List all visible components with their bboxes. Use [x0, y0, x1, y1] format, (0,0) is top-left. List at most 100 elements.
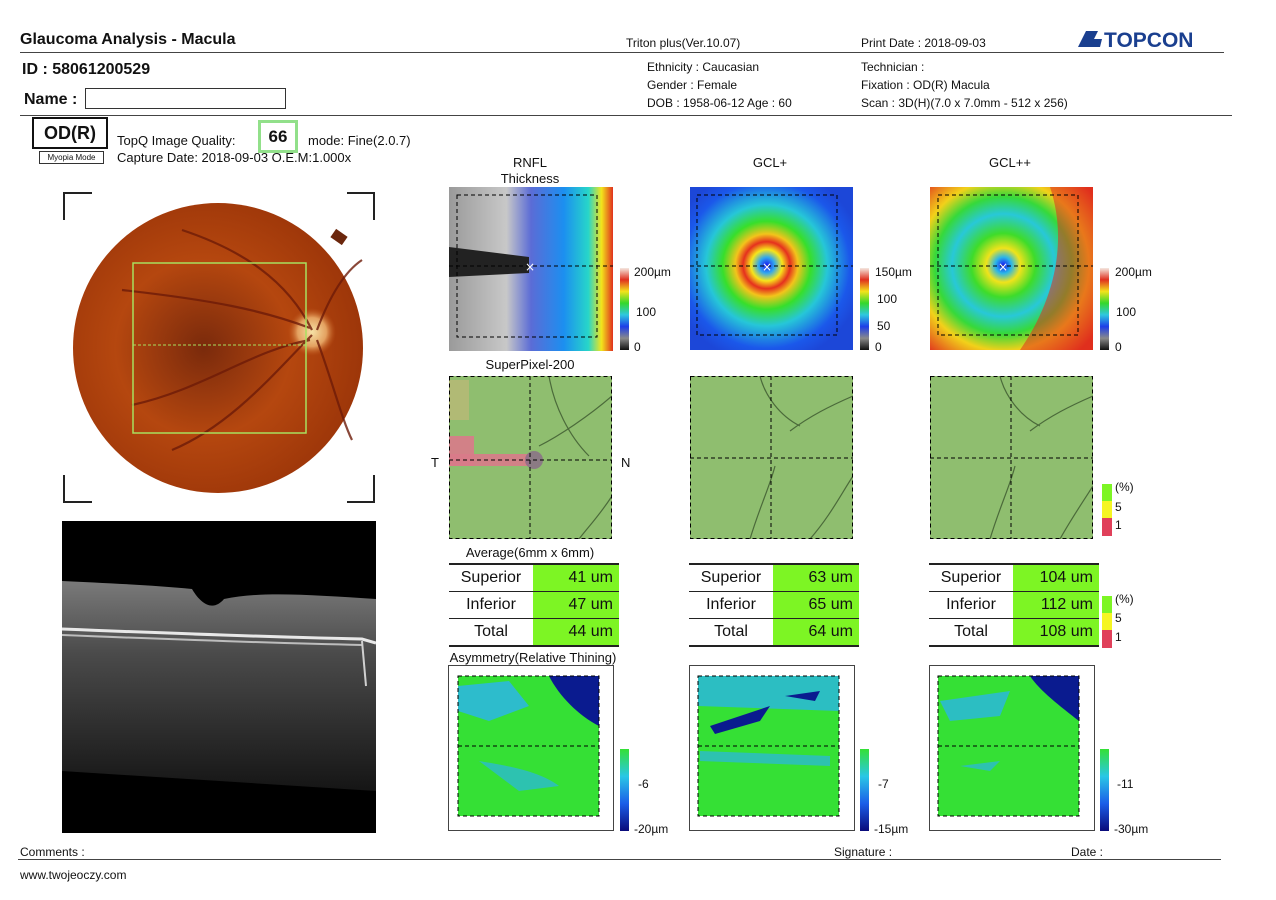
svg-text:TOPCON: TOPCON — [1104, 29, 1193, 51]
name-field[interactable] — [85, 88, 286, 109]
gclplusplus-scale-bot: 0 — [1115, 340, 1122, 354]
average-title: Average(6mm x 6mm) — [465, 545, 595, 560]
gclplusplus-scale-mid: 100 — [1116, 305, 1137, 319]
superior-value: 63 um — [773, 564, 859, 592]
report-title: Glaucoma Analysis - Macula — [20, 31, 236, 48]
significance-legend-bar-2 — [1102, 596, 1112, 648]
svg-text:×: × — [998, 260, 1008, 274]
gclplusplus-asym-mid: -11 — [1117, 777, 1134, 791]
patient-id: ID : 58061200529 — [22, 61, 151, 78]
rnfl-superpixel-map — [449, 375, 613, 540]
rnfl-title: RNFL Thickness — [500, 155, 560, 186]
name-label: Name : — [24, 91, 78, 108]
gender: Gender : Female — [647, 78, 738, 92]
svg-text:×: × — [762, 260, 772, 274]
gclplus-scale-bot: 0 — [875, 340, 882, 354]
capture-date: Capture Date: 2018-09-03 O.E.M:1.000x — [117, 150, 352, 165]
total-value: 44 um — [533, 618, 619, 646]
rnfl-asym-scale-bar — [620, 749, 629, 831]
gclplusplus-thickness-map: × — [930, 187, 1093, 350]
temporal-label: T — [431, 455, 439, 470]
superior-label: Superior — [929, 564, 1013, 592]
legend-pct-1: (%) — [1115, 480, 1134, 494]
total-value: 108 um — [1013, 618, 1099, 646]
svg-text:×: × — [525, 260, 535, 274]
dob-age: DOB : 1958-06-12 Age : 60 — [647, 96, 792, 110]
legend-5-1: 5 — [1115, 500, 1122, 514]
gclplusplus-asymmetry-map — [929, 665, 1095, 831]
gclplusplus-average-table: Superior 104 um Inferior 112 um Total 108 u… — [929, 563, 1099, 647]
gclplus-thickness-map: × — [690, 187, 853, 350]
inferior-value: 47 um — [533, 591, 619, 619]
quality-value: 66 — [258, 120, 298, 153]
rnfl-scale-top: 200µm — [634, 265, 671, 279]
total-value: 64 um — [773, 618, 859, 646]
oct-bscan — [61, 521, 377, 833]
topcon-logo-icon: TOPCON — [1078, 29, 1193, 52]
date-label: Date : — [1071, 845, 1104, 859]
gclplus-scale-100: 100 — [877, 292, 898, 306]
total-label: Total — [929, 618, 1013, 646]
rnfl-asymmetry-map — [448, 665, 614, 831]
gclplusplus-superpixel-map — [930, 375, 1094, 540]
fundus-photo — [62, 190, 377, 505]
table-row: Superior 104 um — [929, 564, 1099, 592]
scan-info: Scan : 3D(H)(7.0 x 7.0mm - 512 x 256) — [861, 96, 1068, 110]
superior-label: Superior — [449, 564, 533, 592]
nasal-label: N — [621, 455, 631, 470]
legend-1-1: 1 — [1115, 518, 1122, 532]
topcon-logo: TOPCON — [1074, 27, 1214, 56]
rnfl-asym-bot: -20µm — [634, 822, 669, 836]
comments-label: Comments : — [20, 845, 85, 859]
gclplusplus-title: GCL++ — [989, 155, 1031, 170]
rnfl-average-table: Superior 41 um Inferior 47 um Total 44 um — [449, 563, 619, 647]
inferior-label: Inferior — [689, 591, 773, 619]
superior-value: 104 um — [1013, 564, 1099, 592]
scan-mode: mode: Fine(2.0.7) — [308, 133, 411, 148]
gclplusplus-scale-bar — [1100, 268, 1109, 350]
legend-pct-2: (%) — [1115, 592, 1134, 606]
legend-5-2: 5 — [1115, 611, 1122, 625]
gclplus-average-table: Superior 63 um Inferior 65 um Total 64 um — [689, 563, 859, 647]
eye-label: OD(R) — [32, 117, 108, 149]
table-row: Inferior 65 um — [689, 591, 859, 619]
rnfl-thickness-map: × — [449, 187, 613, 351]
ethnicity: Ethnicity : Caucasian — [647, 60, 760, 74]
legend-1-2: 1 — [1115, 630, 1122, 644]
quality-label: TopQ Image Quality: — [117, 133, 236, 148]
inferior-label: Inferior — [929, 591, 1013, 619]
table-row: Total 108 um — [929, 618, 1099, 646]
table-row: Inferior 47 um — [449, 591, 619, 619]
signature-label: Signature : — [834, 845, 893, 859]
gclplus-scale-50: 50 — [877, 319, 891, 333]
inferior-value: 65 um — [773, 591, 859, 619]
gclplus-superpixel-map — [690, 375, 854, 540]
superpixel-title: SuperPixel-200 — [485, 357, 575, 372]
rnfl-asym-mid: -6 — [638, 777, 649, 791]
total-label: Total — [689, 618, 773, 646]
rnfl-scale-mid: 100 — [636, 305, 657, 319]
asymmetry-title: Asymmetry(Relative Thining) — [449, 650, 617, 665]
device-version: Triton plus(Ver.10.07) — [626, 36, 741, 50]
print-date: Print Date : 2018-09-03 — [861, 36, 986, 50]
rnfl-scale-bar — [620, 268, 629, 350]
gclplus-scale-top: 150µm — [875, 265, 912, 279]
table-row: Superior 63 um — [689, 564, 859, 592]
website-url: www.twojeoczy.com — [20, 868, 127, 882]
gclplus-asymmetry-map — [689, 665, 855, 831]
inferior-value: 112 um — [1013, 591, 1099, 619]
table-row: Inferior 112 um — [929, 591, 1099, 619]
significance-legend-bar-1 — [1102, 484, 1112, 536]
myopia-mode-badge: Myopia Mode — [39, 151, 104, 164]
rnfl-scale-bot: 0 — [634, 340, 641, 354]
table-row: Superior 41 um — [449, 564, 619, 592]
gclplusplus-asym-scale-bar — [1100, 749, 1109, 831]
gclplus-scale-bar — [860, 268, 869, 350]
total-label: Total — [449, 618, 533, 646]
gclplus-title: GCL+ — [752, 155, 788, 170]
gclplusplus-asym-bot: -30µm — [1114, 822, 1149, 836]
technician: Technician : — [861, 60, 925, 74]
table-row: Total 64 um — [689, 618, 859, 646]
gclplus-asym-bot: -15µm — [874, 822, 909, 836]
gclplus-asym-mid: -7 — [878, 777, 889, 791]
